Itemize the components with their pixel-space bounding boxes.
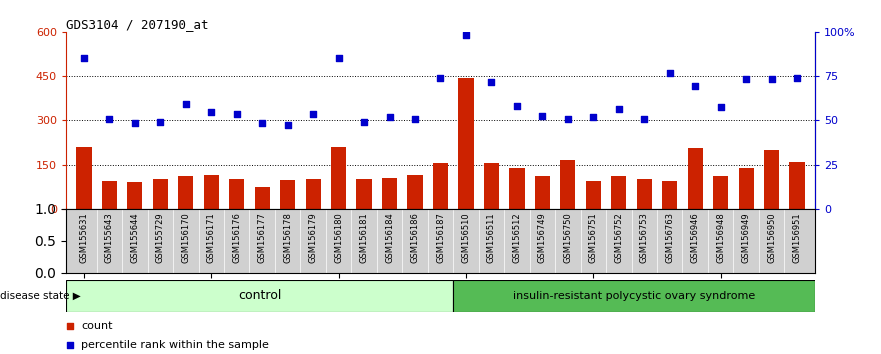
Bar bbox=[204, 175, 218, 209]
Bar bbox=[306, 179, 321, 209]
Point bbox=[459, 32, 473, 38]
Text: GSM156946: GSM156946 bbox=[691, 212, 700, 263]
Text: insulin-resistant polycystic ovary syndrome: insulin-resistant polycystic ovary syndr… bbox=[513, 291, 755, 301]
Bar bbox=[687, 148, 703, 209]
Point bbox=[765, 76, 779, 82]
Bar bbox=[178, 176, 194, 209]
Text: GSM155729: GSM155729 bbox=[156, 212, 165, 263]
Bar bbox=[458, 78, 474, 209]
Text: GSM156749: GSM156749 bbox=[538, 212, 547, 263]
Text: GSM155631: GSM155631 bbox=[79, 212, 88, 263]
Text: GSM156187: GSM156187 bbox=[436, 212, 445, 263]
Point bbox=[179, 101, 193, 107]
Text: GSM156949: GSM156949 bbox=[742, 212, 751, 263]
Text: GSM156171: GSM156171 bbox=[207, 212, 216, 263]
Bar bbox=[713, 176, 729, 209]
Point bbox=[280, 105, 294, 110]
Text: GSM156750: GSM156750 bbox=[563, 212, 573, 263]
Bar bbox=[764, 150, 780, 209]
Bar bbox=[433, 163, 448, 209]
Bar bbox=[637, 179, 652, 209]
Point bbox=[255, 120, 270, 126]
Point bbox=[510, 103, 524, 108]
Text: count: count bbox=[81, 321, 113, 331]
Point bbox=[536, 113, 550, 119]
Text: GSM156753: GSM156753 bbox=[640, 212, 648, 263]
Bar bbox=[738, 167, 754, 209]
Bar bbox=[77, 147, 92, 209]
Text: GSM156511: GSM156511 bbox=[487, 212, 496, 263]
Bar bbox=[331, 147, 346, 209]
Bar bbox=[586, 181, 601, 209]
Point bbox=[306, 112, 320, 117]
Bar bbox=[789, 162, 804, 209]
Text: GSM156186: GSM156186 bbox=[411, 212, 419, 263]
Text: GSM156177: GSM156177 bbox=[258, 212, 267, 263]
Bar bbox=[535, 176, 550, 209]
Text: GSM156180: GSM156180 bbox=[334, 212, 343, 263]
Bar bbox=[382, 178, 397, 209]
Point bbox=[611, 106, 626, 112]
Text: GSM156179: GSM156179 bbox=[308, 212, 318, 263]
Bar bbox=[229, 179, 244, 209]
Point bbox=[408, 116, 422, 122]
Point bbox=[230, 112, 244, 117]
Point bbox=[382, 115, 396, 120]
Text: control: control bbox=[238, 289, 281, 302]
Bar bbox=[101, 181, 117, 209]
Bar bbox=[509, 167, 524, 209]
Point bbox=[128, 120, 142, 126]
Bar bbox=[560, 160, 575, 209]
Bar bbox=[357, 179, 372, 209]
Bar bbox=[484, 163, 499, 209]
Text: percentile rank within the sample: percentile rank within the sample bbox=[81, 340, 269, 350]
Point bbox=[433, 75, 448, 80]
Point bbox=[637, 116, 651, 122]
Text: disease state ▶: disease state ▶ bbox=[0, 291, 81, 301]
Bar bbox=[66, 280, 454, 312]
Text: GSM155643: GSM155643 bbox=[105, 212, 114, 263]
Point bbox=[77, 56, 91, 61]
Text: GSM156170: GSM156170 bbox=[181, 212, 190, 263]
Bar bbox=[255, 187, 270, 209]
Point bbox=[790, 75, 804, 80]
Bar bbox=[280, 180, 295, 209]
Point bbox=[281, 122, 295, 128]
Point bbox=[586, 115, 600, 120]
Point bbox=[153, 119, 167, 125]
Text: GSM156178: GSM156178 bbox=[283, 212, 292, 263]
Bar bbox=[454, 280, 815, 312]
Text: GSM156751: GSM156751 bbox=[589, 212, 598, 263]
Point bbox=[561, 116, 575, 122]
Bar bbox=[407, 175, 423, 209]
Bar bbox=[152, 179, 168, 209]
Point bbox=[663, 70, 677, 76]
Point bbox=[102, 116, 116, 122]
Point bbox=[357, 119, 371, 125]
Text: GDS3104 / 207190_at: GDS3104 / 207190_at bbox=[66, 18, 209, 31]
Point bbox=[485, 79, 499, 85]
Text: GSM156950: GSM156950 bbox=[767, 212, 776, 263]
Bar bbox=[611, 176, 626, 209]
Text: GSM156512: GSM156512 bbox=[513, 212, 522, 263]
Point bbox=[714, 104, 728, 110]
Point bbox=[280, 282, 294, 287]
Text: GSM156181: GSM156181 bbox=[359, 212, 368, 263]
Bar bbox=[127, 182, 143, 209]
Text: GSM155644: GSM155644 bbox=[130, 212, 139, 263]
Point bbox=[204, 109, 218, 114]
Text: GSM156176: GSM156176 bbox=[233, 212, 241, 263]
Text: GSM156752: GSM156752 bbox=[614, 212, 623, 263]
Point bbox=[688, 84, 702, 89]
Point bbox=[739, 76, 753, 82]
Text: GSM156184: GSM156184 bbox=[385, 212, 394, 263]
Text: GSM156510: GSM156510 bbox=[462, 212, 470, 263]
Text: GSM156763: GSM156763 bbox=[665, 212, 674, 263]
Text: GSM156951: GSM156951 bbox=[793, 212, 802, 263]
Point bbox=[331, 56, 345, 61]
Bar bbox=[663, 181, 677, 209]
Text: GSM156948: GSM156948 bbox=[716, 212, 725, 263]
